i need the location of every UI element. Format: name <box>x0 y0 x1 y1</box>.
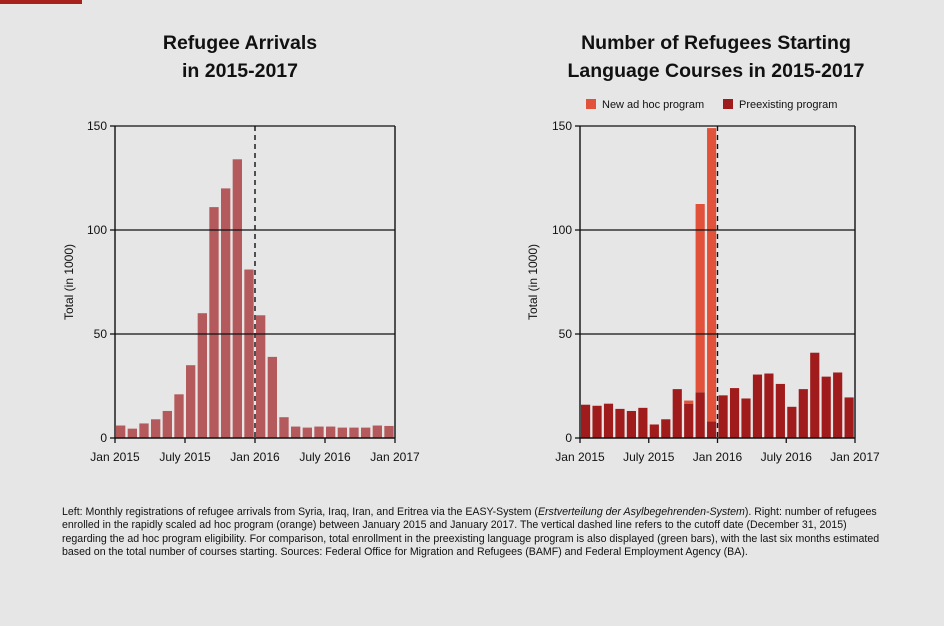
bar <box>684 403 694 438</box>
x-tick-label: Jan 2017 <box>830 450 880 464</box>
bar <box>684 400 694 404</box>
legend-label: Preexisting program <box>739 99 837 111</box>
bar <box>615 408 625 438</box>
y-tick-label: 100 <box>87 223 107 237</box>
bar <box>326 426 336 438</box>
bar <box>151 419 161 438</box>
bar <box>592 405 602 438</box>
bar <box>798 389 808 438</box>
bar <box>127 428 137 438</box>
bar <box>810 352 820 438</box>
bar <box>244 269 254 438</box>
bar <box>741 398 751 438</box>
bar <box>302 427 312 438</box>
y-tick-label: 150 <box>87 119 107 133</box>
x-tick-label: July 2015 <box>159 450 211 464</box>
bar <box>581 404 591 438</box>
legend-label: New ad hoc program <box>602 99 704 111</box>
bar <box>209 207 219 438</box>
bar <box>764 373 774 438</box>
bar <box>752 374 763 438</box>
x-tick-label: July 2016 <box>299 450 351 464</box>
bar <box>833 372 843 438</box>
y-tick-label: 50 <box>94 327 108 341</box>
bar <box>174 394 184 438</box>
bar <box>361 427 371 438</box>
bar <box>787 406 797 438</box>
bar <box>384 425 394 438</box>
bar <box>729 388 740 438</box>
bar <box>116 425 126 438</box>
bar <box>197 313 207 438</box>
bar <box>821 376 831 438</box>
x-tick-label: July 2015 <box>623 450 675 464</box>
figure-caption: Left: Monthly registrations of refugee a… <box>62 506 882 560</box>
bar <box>337 427 347 438</box>
bar <box>661 419 671 438</box>
legend-swatch <box>723 99 733 109</box>
x-tick-label: Jan 2016 <box>693 450 743 464</box>
caption-text: Left: Monthly registrations of refugee a… <box>62 506 880 559</box>
bar <box>775 383 785 438</box>
bar <box>349 427 359 438</box>
bar <box>603 403 614 438</box>
bar <box>626 410 636 438</box>
y-tick-label: 150 <box>552 119 572 133</box>
x-tick-label: Jan 2017 <box>370 450 420 464</box>
bar <box>844 397 854 438</box>
chart-title-line: Number of Refugees Starting <box>581 32 851 54</box>
bar <box>695 392 705 438</box>
y-tick-label: 100 <box>552 223 572 237</box>
bar <box>372 425 382 438</box>
bar <box>638 407 648 438</box>
chart-title-line: Refugee Arrivals <box>163 32 317 54</box>
bar <box>186 365 196 438</box>
bar <box>649 424 659 438</box>
bar <box>267 356 277 438</box>
bar <box>672 389 682 438</box>
bar <box>256 315 266 438</box>
x-tick-label: Jan 2015 <box>90 450 140 464</box>
y-tick-label: 50 <box>559 327 573 341</box>
legend-swatch <box>586 99 596 109</box>
chart-title-line: in 2015-2017 <box>182 60 298 82</box>
bar <box>314 426 324 438</box>
bar <box>162 410 172 438</box>
bar <box>232 159 242 438</box>
bar <box>139 423 149 438</box>
bar <box>707 128 717 422</box>
bar <box>707 421 717 438</box>
bar <box>279 417 289 438</box>
y-tick-label: 0 <box>100 431 107 445</box>
bar <box>221 188 231 438</box>
x-tick-label: Jan 2016 <box>230 450 280 464</box>
bar <box>291 426 301 438</box>
charts: Refugee Arrivals in 2015-2017 0 50 100 150 Jan… <box>62 32 880 464</box>
x-tick-label: July 2016 <box>761 450 813 464</box>
chart-title-line: Language Courses in 2015-2017 <box>568 60 865 82</box>
y-axis-label: Total (in 1000) <box>62 244 76 320</box>
x-tick-label: Jan 2015 <box>555 450 605 464</box>
y-tick-label: 0 <box>565 431 572 445</box>
corner-accent <box>0 0 82 4</box>
bar <box>718 395 728 438</box>
y-axis-label: Total (in 1000) <box>526 244 540 320</box>
bar <box>695 204 705 393</box>
